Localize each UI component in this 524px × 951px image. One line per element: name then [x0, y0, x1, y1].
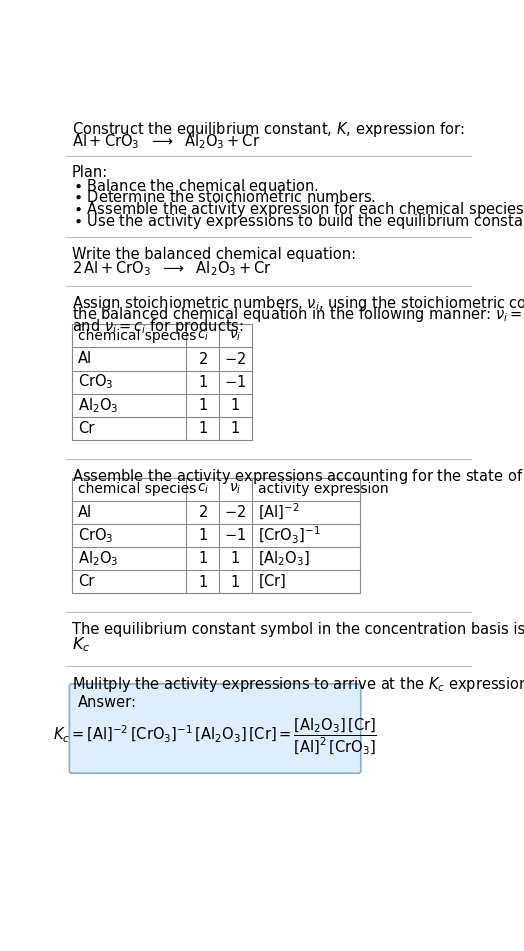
Text: $[\mathrm{Al}]^{-2}$: $[\mathrm{Al}]^{-2}$: [258, 502, 299, 522]
Text: $1$: $1$: [198, 398, 208, 413]
Text: Al: Al: [78, 352, 92, 366]
Text: $\bullet$ Assemble the activity expression for each chemical species.: $\bullet$ Assemble the activity expressi…: [73, 201, 524, 220]
Text: $-1$: $-1$: [224, 527, 246, 543]
Text: $1$: $1$: [230, 573, 240, 590]
Text: $\mathrm{Al + CrO_3}$  $\longrightarrow$  $\mathrm{Al_2O_3 + Cr}$: $\mathrm{Al + CrO_3}$ $\longrightarrow$ …: [72, 132, 260, 151]
Text: $1$: $1$: [230, 398, 240, 413]
FancyBboxPatch shape: [69, 684, 361, 773]
Text: $-2$: $-2$: [224, 351, 246, 367]
Text: $\mathrm{CrO_3}$: $\mathrm{CrO_3}$: [78, 526, 113, 545]
Text: $c_i$: $c_i$: [196, 482, 209, 496]
Text: $\mathrm{Al_2O_3}$: $\mathrm{Al_2O_3}$: [78, 396, 118, 415]
Text: Assign stoichiometric numbers, $\nu_i$, using the stoichiometric coefficients, $: Assign stoichiometric numbers, $\nu_i$, …: [72, 294, 524, 313]
Text: $[\mathrm{CrO_3}]^{-1}$: $[\mathrm{CrO_3}]^{-1}$: [258, 525, 320, 546]
Text: $c_i$: $c_i$: [196, 329, 209, 343]
Text: $K_c$: $K_c$: [72, 635, 90, 654]
Text: Plan:: Plan:: [72, 165, 108, 180]
Text: Cr: Cr: [78, 420, 94, 436]
Text: $1$: $1$: [198, 420, 208, 437]
Text: $1$: $1$: [198, 551, 208, 567]
Text: Construct the equilibrium constant, $K$, expression for:: Construct the equilibrium constant, $K$,…: [72, 120, 464, 139]
Text: $1$: $1$: [198, 573, 208, 590]
Text: Al: Al: [78, 505, 92, 519]
Text: and $\nu_i = c_i$ for products:: and $\nu_i = c_i$ for products:: [72, 317, 244, 336]
Bar: [72, 477, 360, 593]
Text: $1$: $1$: [230, 551, 240, 567]
Text: Mulitply the activity expressions to arrive at the $K_c$ expression:: Mulitply the activity expressions to arr…: [72, 675, 524, 694]
Bar: [72, 324, 252, 439]
Text: $[\mathrm{Cr}]$: $[\mathrm{Cr}]$: [258, 573, 286, 591]
Text: $1$: $1$: [198, 527, 208, 543]
Text: Answer:: Answer:: [78, 695, 137, 710]
Text: $\nu_i$: $\nu_i$: [229, 329, 242, 343]
Text: Write the balanced chemical equation:: Write the balanced chemical equation:: [72, 246, 356, 262]
Text: $\bullet$ Use the activity expressions to build the equilibrium constant express: $\bullet$ Use the activity expressions t…: [73, 212, 524, 231]
Text: $\mathrm{2\,Al + CrO_3}$  $\longrightarrow$  $\mathrm{Al_2O_3 + Cr}$: $\mathrm{2\,Al + CrO_3}$ $\longrightarro…: [72, 259, 271, 278]
Text: $\mathrm{Al_2O_3}$: $\mathrm{Al_2O_3}$: [78, 549, 118, 568]
Text: $-1$: $-1$: [224, 374, 246, 390]
Text: $2$: $2$: [198, 351, 208, 367]
Text: $1$: $1$: [230, 420, 240, 437]
Text: $1$: $1$: [198, 374, 208, 390]
Text: The equilibrium constant symbol in the concentration basis is:: The equilibrium constant symbol in the c…: [72, 622, 524, 636]
Text: $-2$: $-2$: [224, 504, 246, 520]
Text: $\bullet$ Determine the stoichiometric numbers.: $\bullet$ Determine the stoichiometric n…: [73, 189, 376, 204]
Text: $\mathrm{CrO_3}$: $\mathrm{CrO_3}$: [78, 373, 113, 392]
Text: chemical species: chemical species: [78, 329, 196, 343]
Text: chemical species: chemical species: [78, 482, 196, 496]
Text: activity expression: activity expression: [258, 482, 388, 496]
Text: $[\mathrm{Al_2O_3}]$: $[\mathrm{Al_2O_3}]$: [258, 550, 310, 568]
Text: $\bullet$ Balance the chemical equation.: $\bullet$ Balance the chemical equation.: [73, 177, 319, 196]
Text: Assemble the activity expressions accounting for the state of matter and $\nu_i$: Assemble the activity expressions accoun…: [72, 467, 524, 486]
Text: $2$: $2$: [198, 504, 208, 520]
Text: $K_c = [\mathrm{Al}]^{-2}\,[\mathrm{CrO_3}]^{-1}\,[\mathrm{Al_2O_3}]\,[\mathrm{C: $K_c = [\mathrm{Al}]^{-2}\,[\mathrm{CrO_…: [53, 716, 377, 757]
Text: $\nu_i$: $\nu_i$: [229, 482, 242, 496]
Text: the balanced chemical equation in the following manner: $\nu_i = -c_i$ for react: the balanced chemical equation in the fo…: [72, 305, 524, 324]
Text: Cr: Cr: [78, 574, 94, 589]
